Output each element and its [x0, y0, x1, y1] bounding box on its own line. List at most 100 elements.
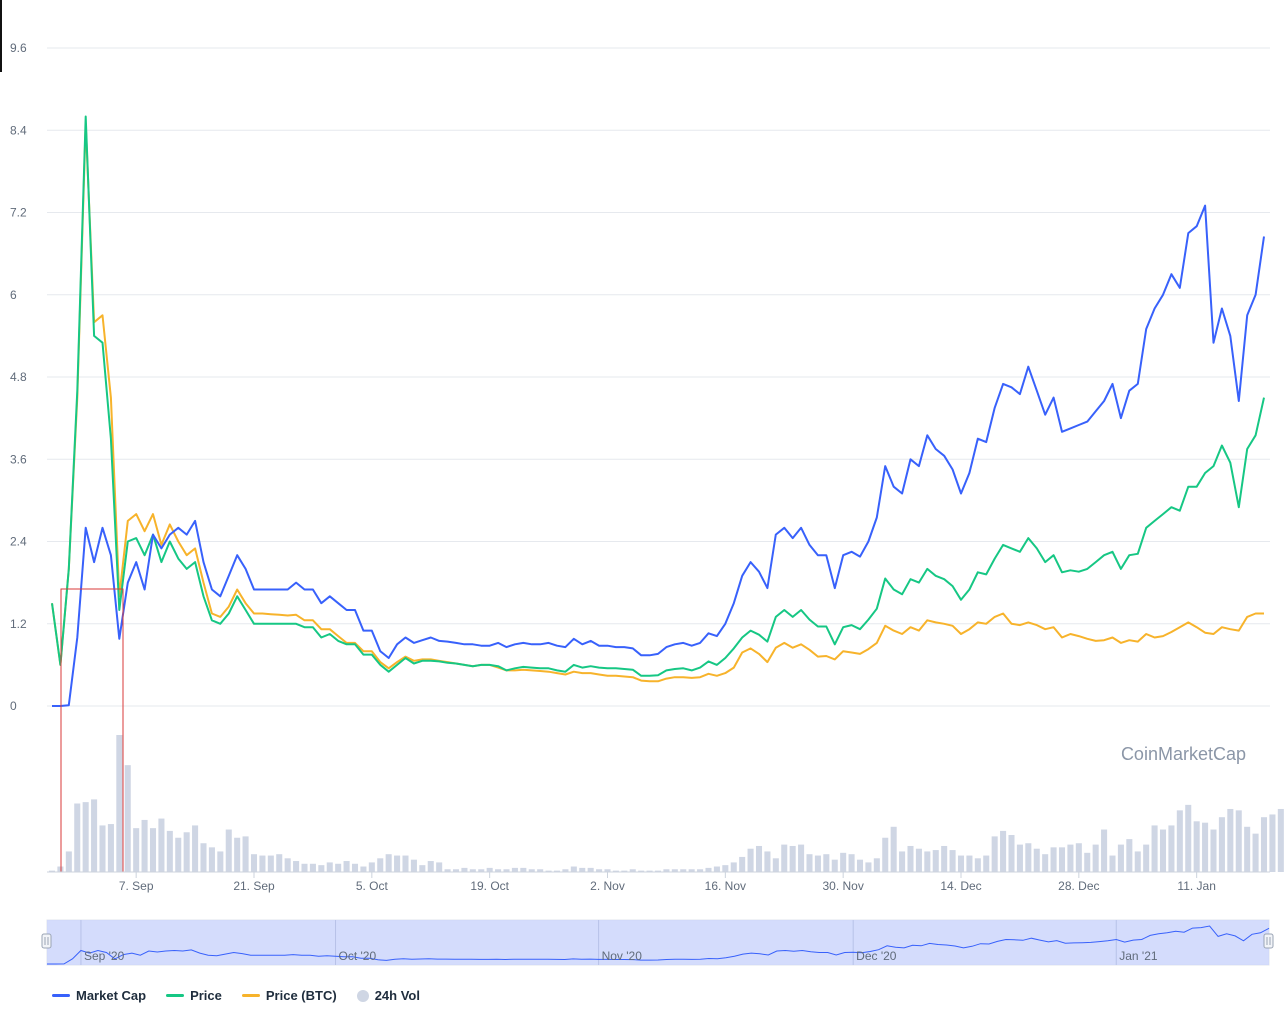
- volume-bar: [368, 862, 375, 872]
- volume-bar: [873, 858, 880, 872]
- legend-swatch-volume: [356, 989, 369, 1002]
- volume-bar: [899, 851, 906, 872]
- volume-bar: [1000, 830, 1007, 872]
- series-line-market-cap: [52, 204, 1265, 707]
- grid-lines: [47, 47, 1270, 707]
- legend-item-volume[interactable]: 24h Vol: [356, 988, 420, 1003]
- volume-bar: [351, 863, 359, 872]
- volume-bar: [957, 855, 965, 872]
- volume-bar: [983, 855, 990, 872]
- volume-bar: [941, 845, 948, 872]
- volume-bar: [511, 867, 518, 872]
- volume-bar: [419, 865, 426, 872]
- x-axis-ticks: 7. Sep 21. Sep 5. Oct 19. Oct 2. Nov 16. Nov 3…: [119, 872, 1216, 893]
- volume-bar: [638, 870, 645, 872]
- volume-bar: [587, 867, 594, 872]
- volume-bar: [814, 855, 821, 872]
- volume-bar: [747, 848, 754, 872]
- volume-bar: [65, 851, 72, 872]
- volume-bar: [1109, 855, 1116, 872]
- volume-bar: [924, 851, 931, 872]
- volume-bar: [141, 819, 148, 872]
- volume-bar: [208, 847, 215, 872]
- volume-bar: [1218, 817, 1225, 872]
- volume-bar: [1050, 847, 1057, 872]
- volume-bar: [907, 845, 914, 872]
- legend-item-price[interactable]: Price: [166, 988, 222, 1003]
- volume-bar: [671, 869, 678, 872]
- volume-bar: [335, 863, 342, 872]
- volume-bar: [705, 867, 712, 872]
- x-tick-label: 30. Nov: [822, 879, 863, 893]
- volume-bar: [1176, 810, 1183, 872]
- window-edge-marker: [0, 0, 2, 72]
- series-line-price-btc: [51, 122, 1264, 683]
- volume-bar: [1143, 844, 1150, 872]
- y-tick-label: 9.6: [10, 41, 27, 55]
- legend-item-market-cap[interactable]: Market Cap: [52, 988, 146, 1003]
- navigator-right-handle[interactable]: [1263, 933, 1274, 949]
- legend-swatch-market-cap: [52, 994, 70, 997]
- volume-bar: [949, 850, 956, 872]
- volume-bar: [166, 830, 173, 872]
- volume-bar: [436, 862, 443, 872]
- volume-bar: [528, 869, 535, 872]
- legend-label-market-cap: Market Cap: [76, 988, 147, 1003]
- volume-bar: [217, 851, 224, 872]
- x-tick-label: 21. Sep: [233, 879, 275, 893]
- volume-bar: [1193, 821, 1200, 872]
- volume-bar: [915, 848, 922, 872]
- volume-bar: [1227, 808, 1234, 872]
- navigator-selection[interactable]: [47, 920, 1269, 965]
- volume-bar: [932, 850, 939, 872]
- y-tick-label: 6: [10, 288, 17, 302]
- volume-bar: [1185, 804, 1192, 872]
- volume-bar: [865, 862, 872, 872]
- volume-bar: [99, 825, 106, 872]
- volume-bar: [1159, 829, 1167, 872]
- y-tick-label: 4.8: [10, 370, 27, 384]
- volume-bar: [461, 867, 468, 872]
- chart-legend: Market Cap Price Price (BTC) 24h Vol: [52, 988, 420, 1003]
- volume-bar: [848, 854, 855, 872]
- volume-bar: [1042, 854, 1049, 872]
- volume-bar: [318, 865, 325, 872]
- volume-bar: [495, 869, 502, 872]
- volume-bar: [107, 824, 114, 872]
- volume-bar: [1244, 826, 1251, 872]
- volume-bar: [309, 863, 316, 872]
- volume-bar: [200, 843, 207, 872]
- volume-bar: [293, 861, 300, 872]
- volume-bar: [250, 854, 258, 872]
- x-tick-label: 19. Oct: [470, 879, 509, 893]
- volume-bar: [781, 844, 788, 872]
- volume-bar: [831, 859, 838, 872]
- navigator-left-handle[interactable]: [41, 933, 52, 949]
- volume-bar: [116, 735, 123, 872]
- volume-bar: [764, 851, 771, 872]
- volume-bar: [360, 866, 367, 872]
- series-line-price: [51, 115, 1265, 677]
- volume-bar: [654, 870, 662, 872]
- volume-bar: [1117, 844, 1124, 872]
- navigator[interactable]: Sep '20 Oct '20 Nov '20 Dec '20 Jan '21: [41, 919, 1274, 966]
- legend-swatch-price: [166, 994, 185, 997]
- volume-bar: [343, 861, 350, 872]
- volume-bar: [478, 869, 485, 872]
- volume-bar: [183, 832, 190, 872]
- volume-bar: [326, 862, 333, 872]
- volume-bars: [48, 735, 1284, 872]
- volume-bar: [688, 869, 695, 872]
- y-tick-label: 3.6: [10, 452, 27, 466]
- volume-bar: [604, 869, 611, 872]
- volume-bar: [739, 856, 746, 872]
- volume-bar: [377, 858, 384, 872]
- volume-bar: [1134, 851, 1141, 872]
- legend-item-price-btc[interactable]: Price (BTC): [241, 988, 337, 1003]
- legend-swatch-price-btc: [241, 994, 260, 997]
- volume-bar: [284, 858, 291, 872]
- volume-bar: [234, 837, 241, 872]
- volume-bar: [192, 825, 199, 872]
- volume-bar: [991, 836, 998, 872]
- volume-bar: [175, 837, 182, 872]
